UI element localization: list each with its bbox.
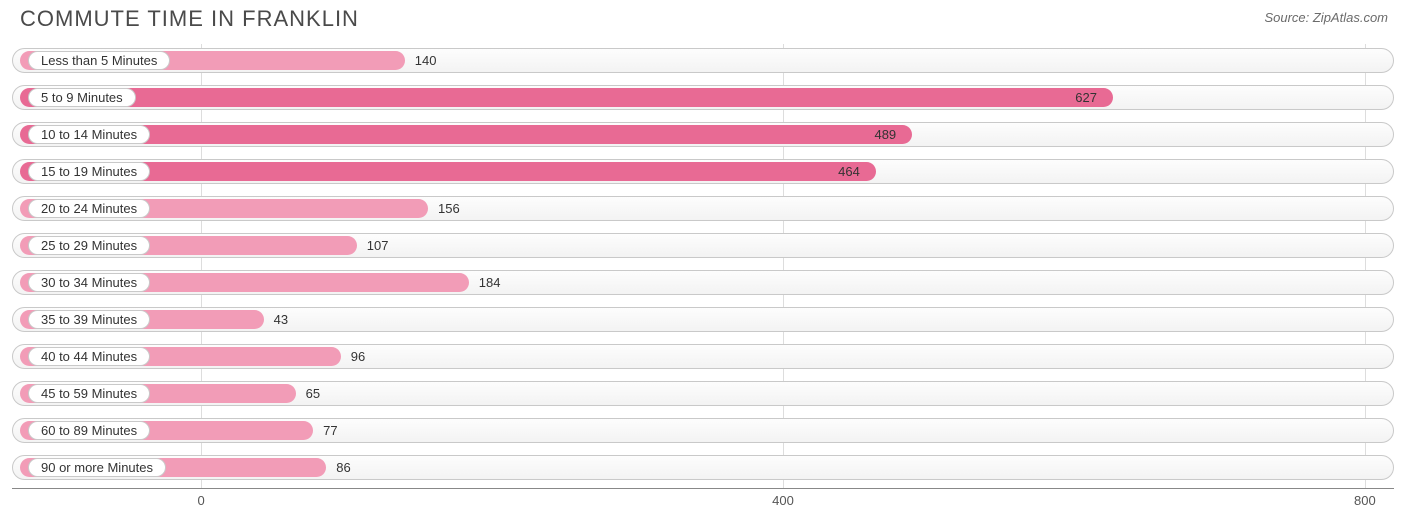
category-label: 40 to 44 Minutes (28, 347, 150, 366)
category-label: 35 to 39 Minutes (28, 310, 150, 329)
category-label: 30 to 34 Minutes (28, 273, 150, 292)
value-label: 107 (367, 236, 389, 255)
category-label: 10 to 14 Minutes (28, 125, 150, 144)
value-label: 627 (1075, 88, 1097, 107)
value-label: 464 (838, 162, 860, 181)
bar-row: 25 to 29 Minutes 107 (12, 229, 1394, 262)
category-label: 60 to 89 Minutes (28, 421, 150, 440)
value-label: 43 (274, 310, 288, 329)
bar-row: 60 to 89 Minutes 77 (12, 414, 1394, 447)
x-tick-label: 0 (197, 493, 204, 508)
bar-row: 35 to 39 Minutes 43 (12, 303, 1394, 336)
chart-header: COMMUTE TIME IN FRANKLIN Source: ZipAtla… (0, 0, 1406, 34)
value-label: 156 (438, 199, 460, 218)
category-label: 15 to 19 Minutes (28, 162, 150, 181)
value-label: 184 (479, 273, 501, 292)
value-label: 86 (336, 458, 350, 477)
value-label: 489 (874, 125, 896, 144)
bar-row: 5 to 9 Minutes 627 (12, 81, 1394, 114)
chart-title: COMMUTE TIME IN FRANKLIN (20, 6, 359, 32)
value-label: 96 (351, 347, 365, 366)
bar-fill (20, 88, 1113, 107)
value-label: 77 (323, 421, 337, 440)
x-axis: 0 400 800 (12, 489, 1394, 517)
x-tick-label: 800 (1354, 493, 1376, 508)
bar-row: 10 to 14 Minutes 489 (12, 118, 1394, 151)
bar-row: Less than 5 Minutes 140 (12, 44, 1394, 77)
category-label: 20 to 24 Minutes (28, 199, 150, 218)
bar-row: 30 to 34 Minutes 184 (12, 266, 1394, 299)
chart-source: Source: ZipAtlas.com (1264, 10, 1388, 25)
bar-row: 15 to 19 Minutes 464 (12, 155, 1394, 188)
category-label: Less than 5 Minutes (28, 51, 170, 70)
x-tick-label: 400 (772, 493, 794, 508)
category-label: 45 to 59 Minutes (28, 384, 150, 403)
bar-row: 40 to 44 Minutes 96 (12, 340, 1394, 373)
bar-row: 90 or more Minutes 86 (12, 451, 1394, 484)
bar-fill (20, 125, 912, 144)
category-label: 25 to 29 Minutes (28, 236, 150, 255)
value-label: 140 (415, 51, 437, 70)
category-label: 5 to 9 Minutes (28, 88, 136, 107)
bar-row: 45 to 59 Minutes 65 (12, 377, 1394, 410)
value-label: 65 (306, 384, 320, 403)
commute-bar-chart: Less than 5 Minutes 140 5 to 9 Minutes 627 1… (12, 44, 1394, 489)
category-label: 90 or more Minutes (28, 458, 166, 477)
bar-row: 20 to 24 Minutes 156 (12, 192, 1394, 225)
